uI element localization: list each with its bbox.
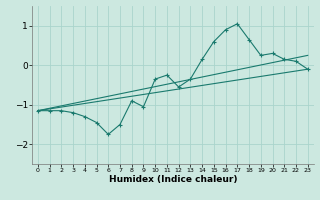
X-axis label: Humidex (Indice chaleur): Humidex (Indice chaleur) — [108, 175, 237, 184]
